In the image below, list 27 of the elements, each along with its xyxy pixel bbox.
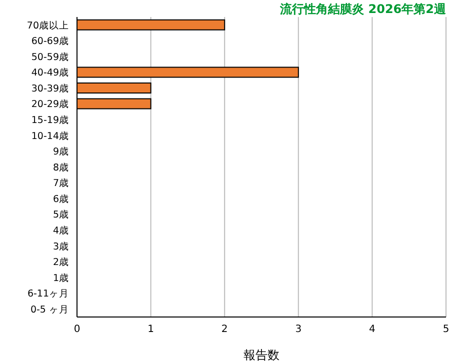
y-tick-label: 1歳 <box>52 272 69 284</box>
y-tick-label: 9歳 <box>52 146 69 158</box>
x-tick-label: 2 <box>221 324 228 336</box>
y-tick-label: 4歳 <box>52 224 69 237</box>
x-tick-label: 5 <box>442 324 450 336</box>
y-tick-label: 30-39歳 <box>31 82 69 94</box>
y-tick-label: 40-49歳 <box>31 66 69 79</box>
y-tick-label: 5歳 <box>52 208 69 221</box>
y-tick-label: 50-59歳 <box>31 50 69 63</box>
y-tick-label: 70歳以上 <box>26 19 69 32</box>
x-tick-label: 0 <box>74 324 80 336</box>
y-tick-label: 60-69歳 <box>31 35 69 48</box>
y-tick-label: 7歳 <box>52 177 69 190</box>
x-tick-label: 1 <box>148 324 154 336</box>
chart-title: 流行性角結膜炎 2026年第2週 <box>280 1 446 18</box>
x-axis-title: 報告数 <box>244 348 280 361</box>
x-tick-label: 4 <box>369 324 376 336</box>
y-tick-label: 20-29歳 <box>31 98 69 110</box>
y-tick-label: 15-19歳 <box>31 114 69 126</box>
x-tick-label: 3 <box>295 324 302 336</box>
y-tick-label: 3歳 <box>52 240 69 252</box>
y-tick-label: 10-14歳 <box>31 130 69 142</box>
y-tick-label: 0-5 ヶ月 <box>30 304 69 316</box>
y-tick-label: 6歳 <box>52 192 69 205</box>
y-tick-label: 2歳 <box>52 256 69 268</box>
y-tick-label: 8歳 <box>52 161 69 174</box>
y-tick-label: 6-11ヶ月 <box>27 288 69 300</box>
